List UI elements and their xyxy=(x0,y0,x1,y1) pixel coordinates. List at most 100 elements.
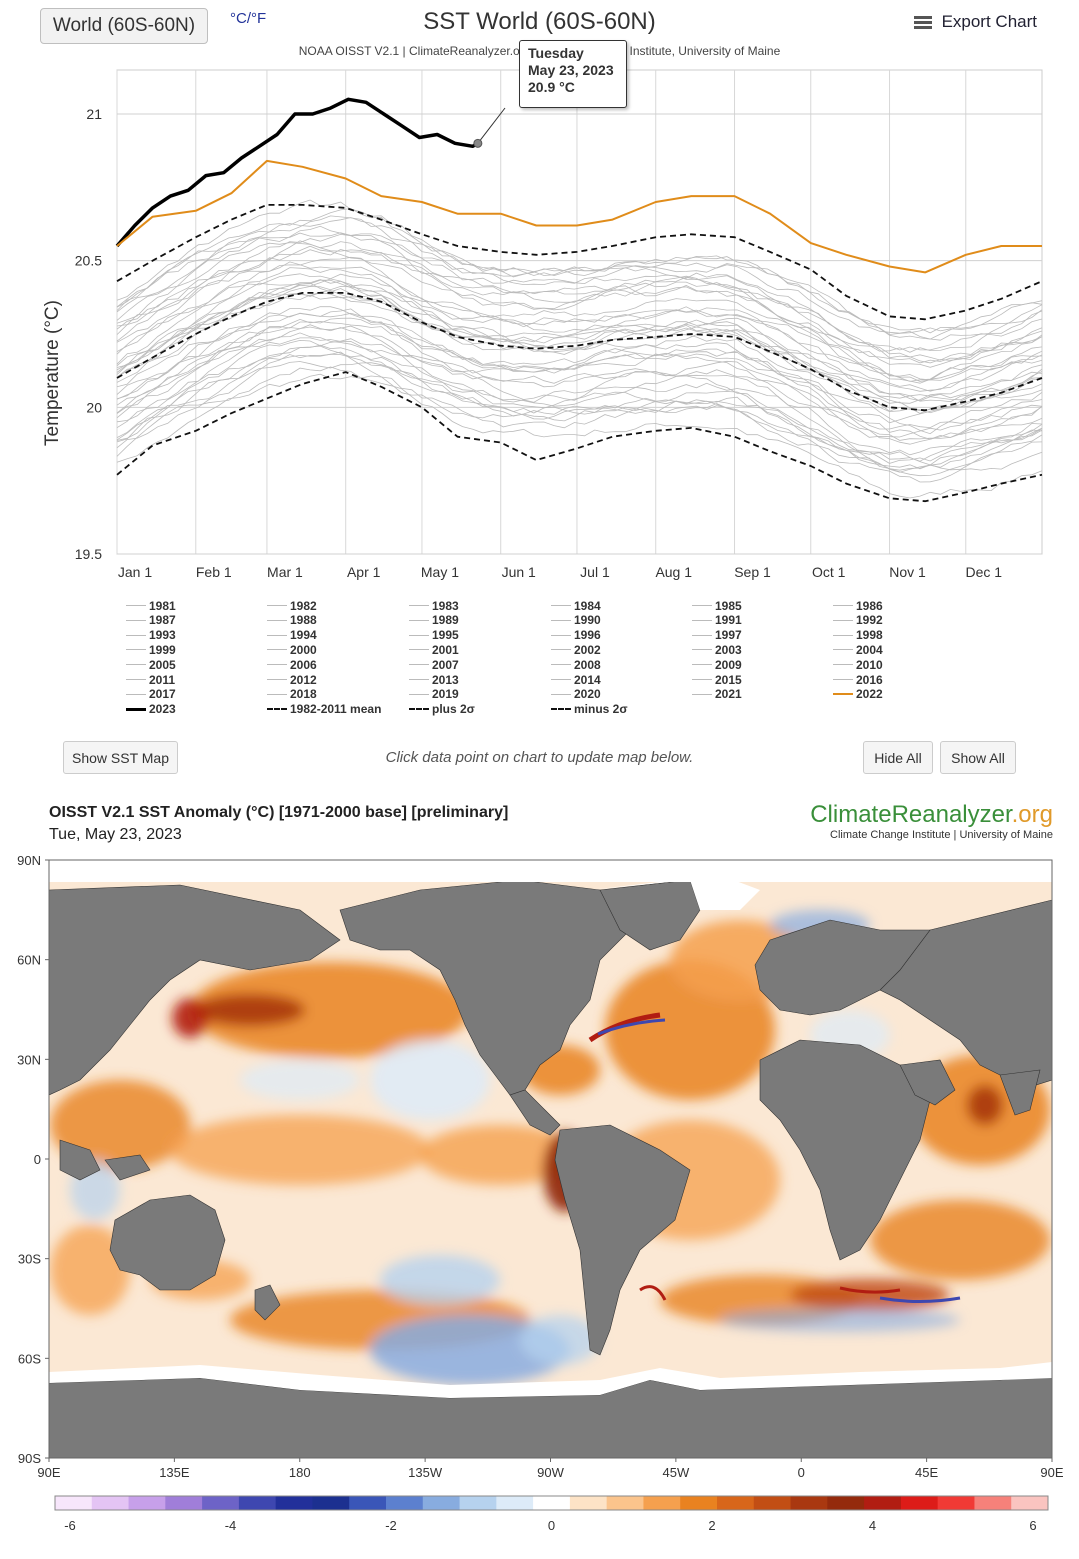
legend-item[interactable]: 2015 xyxy=(692,672,742,687)
legend-label: 1981 xyxy=(149,598,176,613)
x-tick-label: Mar 1 xyxy=(267,564,303,580)
legend-item[interactable]: 1994 xyxy=(267,628,317,643)
legend-item[interactable]: 1995 xyxy=(409,628,459,643)
other-year-line xyxy=(116,338,1043,466)
legend-label: 2010 xyxy=(856,657,883,672)
units-toggle[interactable]: °C/°F xyxy=(230,10,267,27)
legend-label: 1982-2011 mean xyxy=(290,702,382,717)
legend-label: 2015 xyxy=(715,672,742,687)
legend-item[interactable]: 2004 xyxy=(833,642,883,657)
legend-item[interactable]: 1984 xyxy=(551,598,601,613)
legend-item[interactable]: 2011 xyxy=(126,672,175,687)
legend-item[interactable]: 1991 xyxy=(692,613,742,628)
legend-item[interactable]: 2009 xyxy=(692,657,742,672)
legend-label: minus 2σ xyxy=(574,702,628,717)
legend-swatch xyxy=(833,693,853,696)
region-select-button[interactable]: World (60S-60N) xyxy=(40,8,208,44)
legend-item[interactable]: 2000 xyxy=(267,642,317,657)
other-year-line xyxy=(116,285,1043,403)
chart-hint: Click data point on chart to update map … xyxy=(385,749,694,766)
legend-label: 1985 xyxy=(715,598,742,613)
other-year-line xyxy=(116,279,1043,404)
legend-item[interactable]: 2023 xyxy=(126,702,176,717)
other-year-line xyxy=(116,366,1043,483)
other-year-line xyxy=(116,241,1043,364)
legend-item[interactable]: 2014 xyxy=(551,672,601,687)
hide-all-button[interactable]: Hide All xyxy=(863,741,933,774)
legend-item[interactable]: 1982-2011 mean xyxy=(267,702,381,717)
legend-label: 2013 xyxy=(432,672,459,687)
legend-label: 1992 xyxy=(856,613,883,628)
export-chart-button[interactable]: Export Chart xyxy=(913,12,1037,32)
legend-item[interactable]: 1996 xyxy=(551,628,601,643)
y-axis-label: Temperature (°C) xyxy=(42,300,63,446)
x-tick-label: Apr 1 xyxy=(347,564,381,580)
legend-item[interactable]: 2018 xyxy=(267,687,317,702)
chart-tooltip: Tuesday May 23, 2023 20.9 °C xyxy=(519,40,627,108)
colorbar-swatch xyxy=(790,1496,828,1510)
legend-item[interactable]: 1981 xyxy=(126,598,176,613)
legend-label: 1987 xyxy=(149,613,176,628)
colorbar-swatch xyxy=(55,1496,93,1510)
map-lon-label: 45E xyxy=(915,1465,938,1480)
legend-item[interactable]: 2022 xyxy=(833,687,883,702)
other-year-line xyxy=(116,248,1043,361)
legend-item[interactable]: 2007 xyxy=(409,657,459,672)
legend-item[interactable]: 2020 xyxy=(551,687,601,702)
legend-item[interactable]: 1982 xyxy=(267,598,317,613)
legend-item[interactable]: 2019 xyxy=(409,687,459,702)
legend-swatch xyxy=(692,649,712,651)
legend-swatch xyxy=(126,679,146,680)
colorbar-swatch xyxy=(386,1496,424,1510)
legend-item[interactable]: 1986 xyxy=(833,598,883,613)
legend-item[interactable]: minus 2σ xyxy=(551,702,628,717)
legend-swatch xyxy=(409,649,429,651)
y-tick-label: 19.5 xyxy=(75,546,102,562)
legend-label: 2009 xyxy=(715,657,742,672)
legend-item[interactable]: 2013 xyxy=(409,672,459,687)
legend-item[interactable]: 1987 xyxy=(126,613,176,628)
legend-item[interactable]: 2006 xyxy=(267,657,317,672)
colorbar-frame xyxy=(54,1495,1049,1511)
legend-item[interactable]: 2012 xyxy=(267,672,317,687)
legend-item[interactable]: 1989 xyxy=(409,613,459,628)
sst-anomaly-map: 90N 60N 30N 0 30S 60S 90S 90E 135E 180 135W 90W 45W… xyxy=(17,853,1064,1533)
legend-swatch xyxy=(833,664,853,666)
legend-item[interactable]: 2005 xyxy=(126,657,176,672)
tooltip-date: May 23, 2023 xyxy=(528,62,614,78)
legend-label: 2019 xyxy=(432,687,459,702)
legend-item[interactable]: 2008 xyxy=(551,657,601,672)
legend-item[interactable]: 1983 xyxy=(409,598,459,613)
legend-item[interactable]: 2001 xyxy=(409,642,459,657)
legend-item[interactable]: 1998 xyxy=(833,628,883,643)
legend-swatch xyxy=(409,605,429,606)
colorbar-tick-label: -2 xyxy=(385,1518,397,1533)
map-date: Tue, May 23, 2023 xyxy=(49,826,182,843)
legend-item[interactable]: 2017 xyxy=(126,687,176,702)
map-lat-label: 90N xyxy=(17,853,41,868)
map-lon-label: 135E xyxy=(159,1465,190,1480)
show-all-button[interactable]: Show All xyxy=(940,741,1016,774)
colorbar-swatch xyxy=(165,1496,203,1510)
map-lon-label: 0 xyxy=(798,1465,805,1480)
legend-item[interactable]: 1993 xyxy=(126,628,176,643)
legend-item[interactable]: 1985 xyxy=(692,598,742,613)
show-sst-map-button[interactable]: Show SST Map xyxy=(63,741,178,774)
legend-item[interactable]: 1997 xyxy=(692,628,742,643)
legend-item[interactable]: 2003 xyxy=(692,642,742,657)
other-year-line xyxy=(116,332,1043,462)
legend-item[interactable]: plus 2σ xyxy=(409,702,475,717)
legend-item[interactable]: 1990 xyxy=(551,613,601,628)
map-lat-label: 30N xyxy=(17,1052,41,1067)
legend-item[interactable]: 2016 xyxy=(833,672,883,687)
other-year-line xyxy=(116,337,1043,456)
legend-swatch xyxy=(833,679,853,680)
legend-item[interactable]: 1992 xyxy=(833,613,883,628)
legend-item[interactable]: 2010 xyxy=(833,657,883,672)
legend-swatch xyxy=(833,634,853,636)
legend-item[interactable]: 1988 xyxy=(267,613,317,628)
legend-item[interactable]: 1999 xyxy=(126,642,176,657)
legend-item[interactable]: 2002 xyxy=(551,642,601,657)
legend-item[interactable]: 2021 xyxy=(692,687,742,702)
sst-line-chart[interactable]: 19.5 20 20.5 21 Jan 1 Feb 1 Mar 1 Apr 1 May 1 Ju… xyxy=(0,60,1079,590)
